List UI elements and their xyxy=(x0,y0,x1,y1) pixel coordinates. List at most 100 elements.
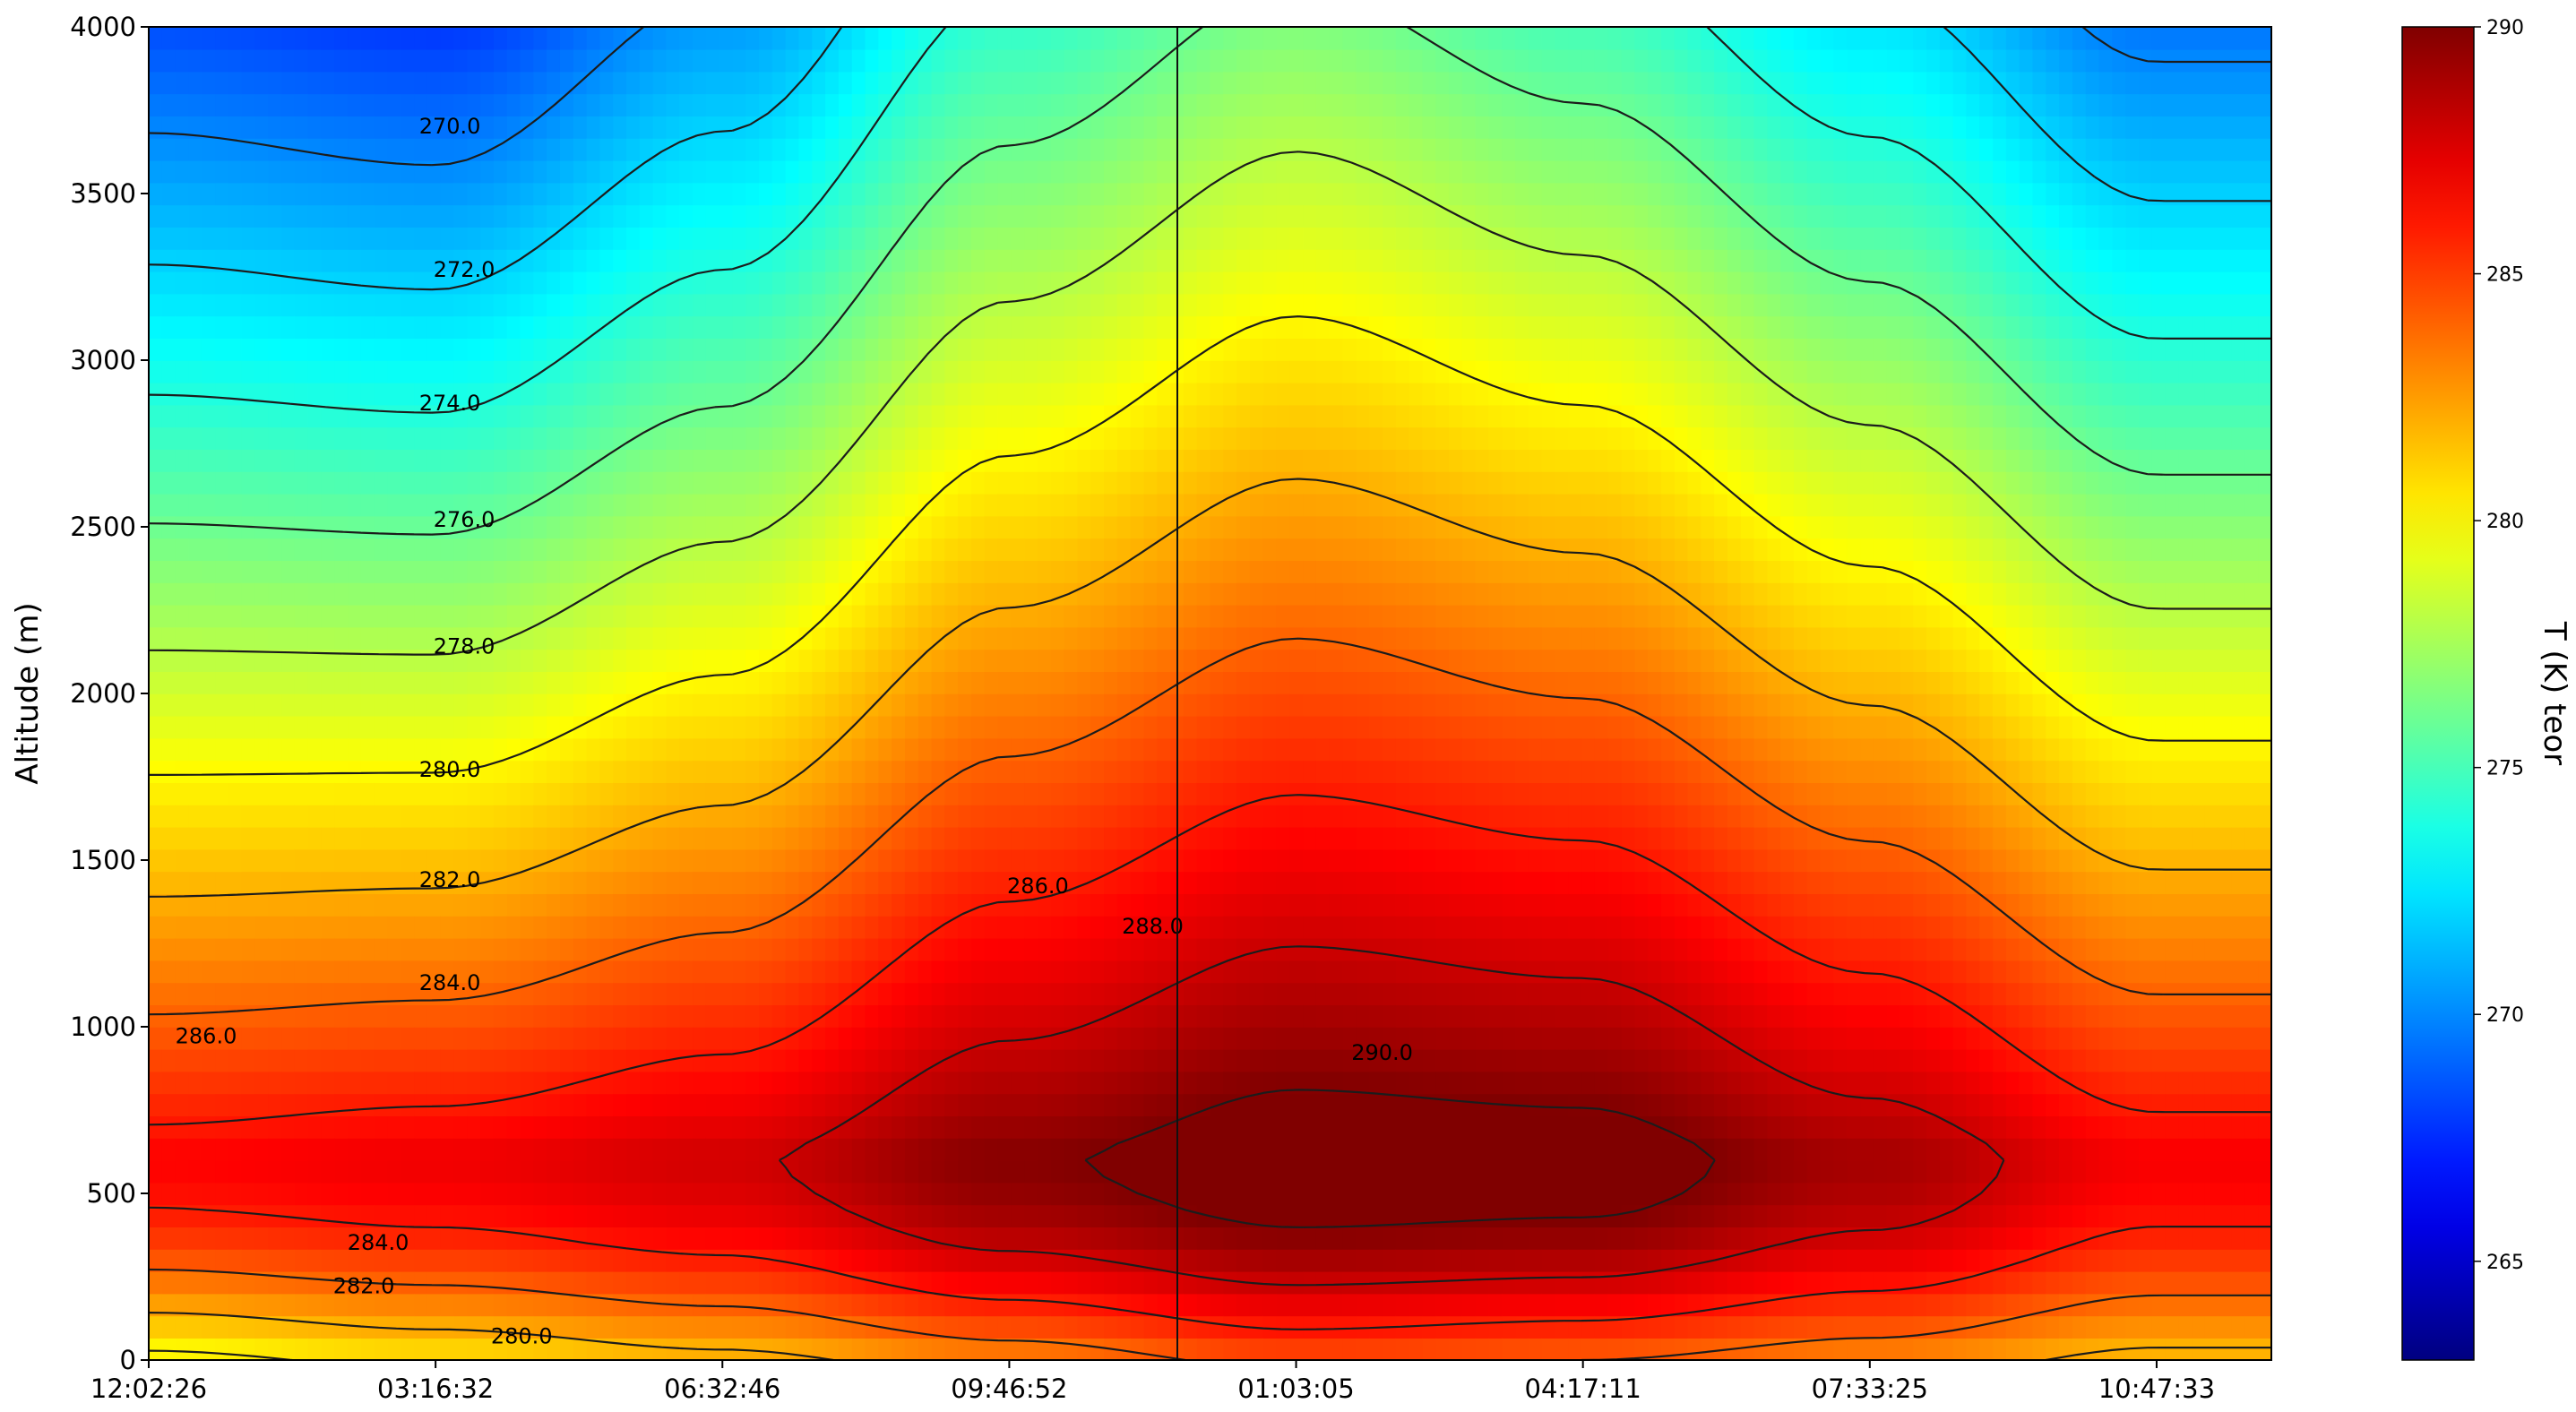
heatmap-cell xyxy=(719,538,734,561)
heatmap-cell xyxy=(440,1182,455,1206)
heatmap-cell xyxy=(188,48,203,73)
heatmap-cell xyxy=(958,649,972,672)
heatmap-cell xyxy=(307,404,323,428)
heatmap-cell xyxy=(984,116,999,139)
heatmap-cell xyxy=(559,1004,574,1028)
heatmap-cell xyxy=(1024,404,1038,428)
heatmap-cell xyxy=(997,293,1012,317)
heatmap-cell xyxy=(1210,1338,1225,1360)
heatmap-cell xyxy=(1024,782,1038,805)
heatmap-cell xyxy=(1116,782,1132,805)
heatmap-cell xyxy=(1196,848,1211,873)
heatmap-cell xyxy=(520,382,535,406)
heatmap-cell xyxy=(931,1004,946,1028)
heatmap-cell xyxy=(970,649,986,672)
heatmap-cell xyxy=(732,538,747,561)
heatmap-cell xyxy=(547,693,561,717)
heatmap-cell xyxy=(467,1159,481,1184)
heatmap-cell xyxy=(878,1338,892,1360)
heatmap-cell xyxy=(705,1270,720,1295)
heatmap-cell xyxy=(705,671,720,694)
heatmap-cell xyxy=(944,493,959,517)
heatmap-cell xyxy=(401,604,415,628)
heatmap-cell xyxy=(493,560,508,583)
heatmap-cell xyxy=(188,1048,203,1072)
heatmap-cell xyxy=(573,982,588,1005)
heatmap-cell xyxy=(480,582,495,606)
heatmap-cell xyxy=(1104,916,1118,939)
heatmap-cell xyxy=(453,1048,469,1072)
heatmap-cell xyxy=(918,560,933,583)
heatmap-cell xyxy=(1116,1315,1132,1339)
heatmap-cell xyxy=(771,227,787,250)
heatmap-cell xyxy=(334,1071,349,1095)
heatmap-cell xyxy=(759,916,773,939)
heatmap-cell xyxy=(202,1159,216,1184)
heatmap-cell xyxy=(334,916,349,939)
heatmap-cell xyxy=(1130,1027,1145,1050)
heatmap-cell xyxy=(321,582,336,606)
heatmap-cell xyxy=(732,404,747,428)
heatmap-cell xyxy=(493,1071,508,1095)
heatmap-cell xyxy=(878,737,892,762)
heatmap-cell xyxy=(307,1270,323,1295)
heatmap-cell xyxy=(1077,159,1092,184)
heatmap-cell xyxy=(202,782,216,805)
heatmap-cell xyxy=(652,1227,668,1250)
heatmap-cell xyxy=(573,382,588,406)
heatmap-cell xyxy=(387,582,402,606)
heatmap-cell xyxy=(878,1204,892,1227)
heatmap-cell xyxy=(1077,760,1092,783)
heatmap-cell xyxy=(958,1204,972,1227)
heatmap-cell xyxy=(202,182,216,206)
heatmap-cell xyxy=(188,916,203,939)
heatmap-cell xyxy=(360,71,375,95)
heatmap-cell xyxy=(1104,315,1118,339)
heatmap-cell xyxy=(613,1249,627,1272)
heatmap-cell xyxy=(506,449,521,472)
heatmap-cell xyxy=(958,582,972,606)
heatmap-cell xyxy=(374,560,389,583)
heatmap-cell xyxy=(1077,826,1092,850)
heatmap-cell xyxy=(426,805,442,828)
heatmap-cell xyxy=(467,937,481,961)
heatmap-cell xyxy=(387,960,402,984)
heatmap-cell xyxy=(1236,671,1251,694)
heatmap-cell xyxy=(679,48,694,73)
heatmap-cell xyxy=(944,293,959,317)
heatmap-cell xyxy=(997,1270,1012,1295)
heatmap-cell xyxy=(414,560,428,583)
heatmap-cell xyxy=(1090,737,1105,762)
heatmap-cell xyxy=(294,960,309,984)
heatmap-cell xyxy=(414,604,428,628)
heatmap-cell xyxy=(254,649,270,672)
heatmap-cell xyxy=(599,71,615,95)
heatmap-cell xyxy=(892,1204,906,1227)
heatmap-cell xyxy=(520,71,535,95)
heatmap-cell xyxy=(693,138,707,161)
heatmap-cell xyxy=(360,604,375,628)
heatmap-cell xyxy=(997,1115,1012,1139)
heatmap-cell xyxy=(958,338,972,361)
heatmap-cell xyxy=(241,582,256,606)
heatmap-cell xyxy=(785,693,800,717)
heatmap-cell xyxy=(865,1182,880,1206)
heatmap-cell xyxy=(547,937,561,961)
heatmap-cell xyxy=(626,782,641,805)
heatmap-cell xyxy=(1210,138,1225,161)
heatmap-cell xyxy=(414,515,428,539)
heatmap-cell xyxy=(440,293,455,317)
heatmap-cell xyxy=(878,471,892,495)
heatmap-cell xyxy=(798,1249,814,1272)
heatmap-cell xyxy=(493,1204,508,1227)
heatmap-cell xyxy=(865,1270,880,1295)
heatmap-cell xyxy=(586,1093,601,1116)
heatmap-cell xyxy=(175,138,190,161)
heatmap-cell xyxy=(944,1249,959,1272)
heatmap-cell xyxy=(175,982,190,1005)
heatmap-cell xyxy=(414,1048,428,1072)
heatmap-cell xyxy=(1090,1270,1105,1295)
heatmap-cell xyxy=(1050,249,1065,272)
heatmap-cell xyxy=(188,449,203,472)
heatmap-cell xyxy=(1024,538,1038,561)
